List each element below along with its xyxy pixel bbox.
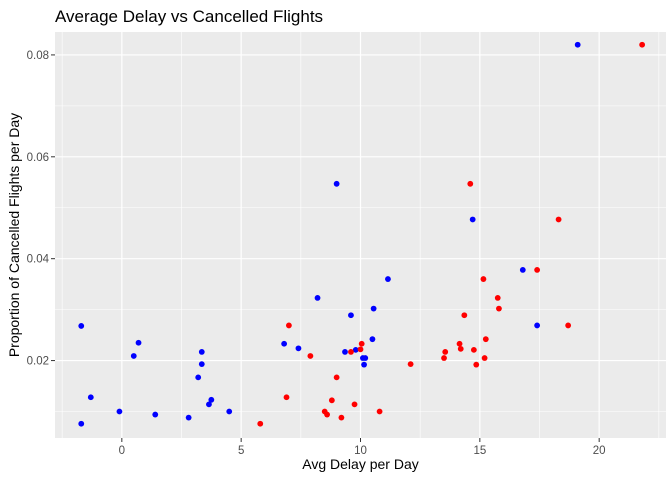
data-point-series-2 [376, 408, 383, 415]
data-point-series-1 [78, 420, 85, 427]
data-point-series-2 [285, 322, 292, 329]
data-point-series-2 [348, 349, 354, 355]
data-point-series-1 [295, 345, 302, 352]
y-tick-label: 0.06 [27, 152, 49, 164]
chart-title: Average Delay vs Cancelled Flights [55, 7, 323, 26]
data-point-series-1 [198, 361, 205, 368]
data-point-series-2 [283, 394, 290, 401]
data-point-series-2 [494, 295, 501, 301]
data-point-series-1 [206, 401, 212, 408]
data-point-series-1 [185, 414, 192, 421]
data-point-series-2 [456, 340, 463, 347]
data-point-series-2 [496, 305, 502, 312]
x-axis-label: Avg Delay per Day [302, 456, 418, 472]
data-point-series-2 [473, 361, 480, 368]
data-point-series-2 [407, 361, 414, 368]
data-point-series-1 [369, 336, 376, 343]
data-point-series-2 [338, 414, 345, 421]
x-tick-label: 15 [473, 445, 486, 457]
data-point-series-1 [314, 295, 321, 301]
data-point-series-2 [333, 374, 340, 381]
data-points [78, 41, 646, 427]
data-point-series-1 [208, 396, 215, 403]
axis-ticks [51, 54, 600, 442]
data-point-series-1 [195, 374, 202, 381]
x-tick-label: 0 [119, 445, 125, 457]
data-point-series-2 [534, 266, 541, 273]
data-point-series-2 [257, 420, 264, 427]
data-point-series-1 [362, 355, 369, 361]
data-point-series-1 [135, 339, 142, 346]
data-point-series-1 [534, 322, 541, 329]
data-point-series-1 [130, 353, 137, 359]
data-point-series-2 [328, 397, 335, 404]
y-tick-label: 0.08 [27, 50, 49, 62]
y-axis-label: Proportion of Cancelled Flights per Day [6, 113, 22, 357]
x-tick-label: 10 [354, 445, 367, 457]
data-point-series-2 [555, 216, 562, 223]
data-point-series-2 [457, 345, 464, 352]
data-point-series-1 [116, 408, 123, 415]
data-point-series-2 [307, 353, 314, 359]
axis-tick-labels: 0 5 10 15 20 0.02 0.04 0.06 0.08 [27, 50, 606, 457]
data-point-series-2 [358, 340, 365, 347]
data-point-series-1 [198, 349, 205, 355]
data-point-series-1 [333, 180, 340, 187]
data-point-series-1 [87, 394, 94, 401]
data-point-series-2 [357, 346, 364, 353]
data-point-series-1 [352, 346, 359, 353]
data-point-series-2 [324, 411, 330, 418]
data-point-series-1 [469, 216, 476, 223]
data-point-series-2 [467, 180, 474, 187]
x-tick-label: 5 [238, 445, 244, 457]
data-point-series-1 [152, 411, 159, 418]
y-tick-label: 0.04 [27, 254, 50, 266]
data-point-series-2 [639, 41, 646, 48]
data-point-series-2 [442, 349, 449, 355]
data-point-series-1 [78, 323, 85, 329]
data-point-series-2 [565, 322, 572, 329]
data-point-series-1 [519, 266, 526, 273]
data-point-series-2 [461, 312, 468, 319]
x-tick-label: 20 [593, 445, 606, 457]
data-point-series-2 [470, 346, 477, 353]
data-point-series-2 [351, 401, 358, 408]
data-point-series-2 [441, 355, 447, 361]
data-point-series-1 [226, 408, 233, 415]
data-point-series-1 [574, 41, 581, 48]
data-point-series-2 [480, 276, 487, 282]
data-point-series-1 [370, 305, 377, 312]
data-point-series-1 [342, 349, 348, 355]
data-point-series-1 [385, 276, 391, 282]
major-grid [55, 32, 666, 438]
data-point-series-1 [361, 361, 367, 368]
y-tick-label: 0.02 [27, 356, 49, 368]
data-point-series-2 [481, 355, 488, 361]
data-point-series-1 [281, 340, 288, 347]
data-point-series-1 [348, 312, 354, 319]
data-point-series-2 [482, 336, 489, 343]
